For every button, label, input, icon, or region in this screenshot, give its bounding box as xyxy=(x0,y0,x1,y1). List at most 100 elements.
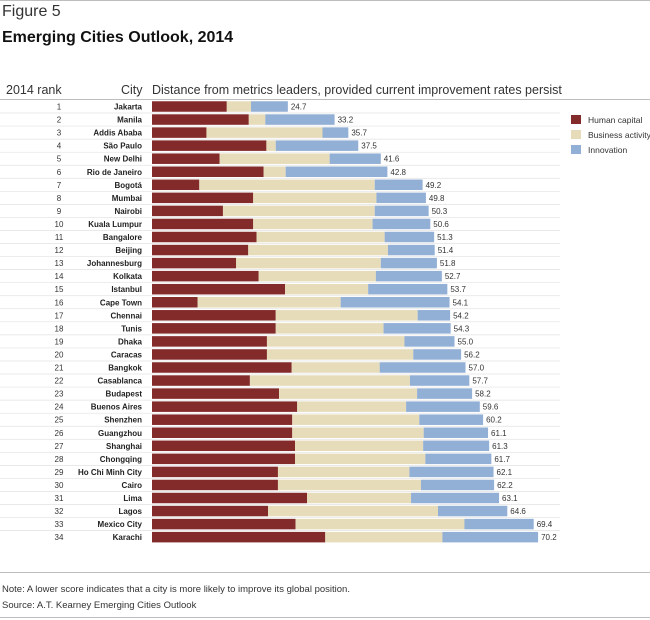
bar-innovation-addis-ababa xyxy=(322,127,349,138)
bar-innovation-kuala-lumpur xyxy=(372,218,431,230)
total-label-chongqing: 61.7 xyxy=(494,455,510,464)
total-label-lima: 63.1 xyxy=(502,494,518,503)
bottom-rule xyxy=(0,617,650,618)
bar-innovation-ho-chi-minh-city xyxy=(409,466,494,478)
bar-business-activity-nairobi xyxy=(222,205,375,217)
rank-label-chongqing: 28 xyxy=(55,455,64,464)
rank-label-lagos: 32 xyxy=(55,507,64,516)
rank-label-new-delhi: 5 xyxy=(57,155,62,164)
bar-innovation-manila xyxy=(265,114,335,125)
bar-human-capital-shenzhen xyxy=(152,414,293,425)
city-label-tunis: Tunis xyxy=(121,324,142,333)
rank-label-istanbul: 15 xyxy=(55,285,64,294)
bar-innovation-kolkata xyxy=(375,270,442,282)
legend-swatch-human-capital xyxy=(571,115,581,124)
bar-business-activity-dhaka xyxy=(266,336,405,347)
city-label-lagos: Lagos xyxy=(118,507,142,516)
bar-business-activity-chennai xyxy=(275,310,418,321)
bar-human-capital-beijing xyxy=(152,244,249,256)
bar-innovation-bogota xyxy=(374,179,423,191)
total-label-new-delhi: 41.6 xyxy=(384,155,400,164)
bar-innovation-cairo xyxy=(420,479,495,491)
rank-label-karachi: 34 xyxy=(55,533,64,542)
bar-business-activity-mumbai xyxy=(253,192,377,204)
bar-human-capital-shanghai xyxy=(152,440,295,452)
bar-business-activity-mexico-city xyxy=(295,518,465,530)
bar-innovation-shenzhen xyxy=(419,414,484,425)
rank-label-rio-de-janeiro: 6 xyxy=(57,168,62,177)
header-rule xyxy=(0,99,650,100)
top-rule xyxy=(0,0,650,1)
bar-innovation-chongqing xyxy=(425,453,492,465)
city-label-chennai: Chennai xyxy=(110,311,142,320)
city-label-addis-ababa: Addis Ababa xyxy=(93,129,142,138)
bar-innovation-nairobi xyxy=(374,205,429,217)
bar-business-activity-caracas xyxy=(266,349,414,360)
bar-human-capital-casablanca xyxy=(152,375,250,386)
bar-human-capital-nairobi xyxy=(152,205,223,217)
rank-label-beijing: 12 xyxy=(55,246,64,255)
bar-human-capital-guangzhou xyxy=(152,427,293,438)
bar-business-activity-buenos-aires xyxy=(297,401,407,412)
bar-business-activity-cairo xyxy=(277,479,421,491)
rank-label-caracas: 20 xyxy=(55,350,64,359)
rank-label-guangzhou: 26 xyxy=(55,429,64,438)
bar-innovation-karachi xyxy=(442,531,539,543)
rank-label-bogota: 7 xyxy=(57,181,62,190)
bar-innovation-sao-paulo xyxy=(275,140,359,151)
rank-label-sao-paulo: 4 xyxy=(57,142,62,151)
total-label-ho-chi-minh-city: 62.1 xyxy=(497,468,513,477)
city-column-header: City xyxy=(121,83,143,97)
rank-label-nairobi: 9 xyxy=(57,207,62,216)
rank-label-addis-ababa: 3 xyxy=(57,129,62,138)
rank-label-dhaka: 19 xyxy=(55,337,64,346)
rank-label-shenzhen: 25 xyxy=(55,416,64,425)
total-label-budapest: 58.2 xyxy=(475,390,491,399)
total-label-nairobi: 50.3 xyxy=(432,207,448,216)
legend-label-innovation: Innovation xyxy=(588,144,628,155)
bar-business-activity-johannesburg xyxy=(236,257,381,269)
bar-human-capital-kuala-lumpur xyxy=(152,218,254,230)
legend-label-business-activity: Business activity xyxy=(588,129,650,140)
city-label-johannesburg: Johannesburg xyxy=(87,259,142,268)
city-label-mumbai: Mumbai xyxy=(112,194,142,203)
total-label-cape-town: 54.1 xyxy=(453,298,469,307)
total-label-bangalore: 51.3 xyxy=(437,233,453,242)
city-label-sao-paulo: São Paulo xyxy=(103,142,142,151)
bar-innovation-casablanca xyxy=(409,375,470,386)
bar-human-capital-chennai xyxy=(152,310,276,321)
total-label-lagos: 64.6 xyxy=(510,507,526,516)
bar-business-activity-rio-de-janeiro xyxy=(263,166,286,177)
city-label-kolkata: Kolkata xyxy=(113,272,142,281)
bar-business-activity-shenzhen xyxy=(292,414,420,425)
city-label-mexico-city: Mexico City xyxy=(98,520,143,529)
bar-business-activity-karachi xyxy=(325,531,443,543)
city-label-cape-town: Cape Town xyxy=(100,298,142,307)
city-label-new-delhi: New Delhi xyxy=(104,155,142,164)
city-label-rio-de-janeiro: Rio de Janeiro xyxy=(87,168,142,177)
bar-business-activity-guangzhou xyxy=(292,427,424,438)
rank-label-mumbai: 8 xyxy=(57,194,62,203)
total-label-buenos-aires: 59.6 xyxy=(483,403,499,412)
legend-item-human-capital: Human capital xyxy=(571,112,650,127)
bar-human-capital-kolkata xyxy=(152,270,259,282)
bar-human-capital-new-delhi xyxy=(152,153,220,164)
city-label-lima: Lima xyxy=(123,494,142,503)
rank-label-casablanca: 22 xyxy=(55,377,64,386)
bar-innovation-rio-de-janeiro xyxy=(285,166,388,177)
total-label-jakarta: 24.7 xyxy=(291,103,307,112)
bar-business-activity-shanghai xyxy=(295,440,424,452)
bar-business-activity-tunis xyxy=(275,323,384,334)
city-label-bangkok: Bangkok xyxy=(108,364,142,373)
bar-innovation-tunis xyxy=(383,323,451,334)
bar-human-capital-tunis xyxy=(152,323,276,334)
city-label-karachi: Karachi xyxy=(113,533,142,542)
bar-business-activity-istanbul xyxy=(285,283,369,295)
city-label-buenos-aires: Buenos Aires xyxy=(91,403,143,412)
city-label-bangalore: Bangalore xyxy=(103,233,143,242)
total-label-kuala-lumpur: 50.6 xyxy=(433,220,449,229)
total-label-tunis: 54.3 xyxy=(454,324,470,333)
figure-label: Figure 5 xyxy=(2,3,61,20)
bar-innovation-shanghai xyxy=(423,440,490,452)
rank-label-cairo: 30 xyxy=(55,481,64,490)
